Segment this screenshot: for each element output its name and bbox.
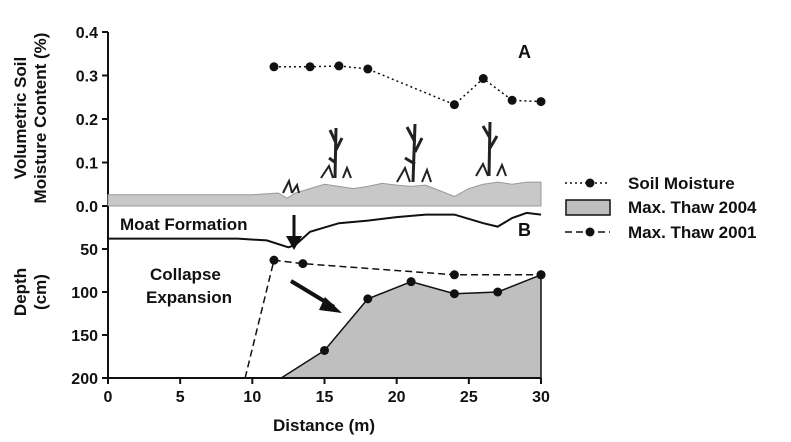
max-thaw-2001-point [449,270,459,280]
y-tick-label: 0.2 [76,112,98,129]
moat-arrow-icon [286,215,302,250]
tree-icon [396,123,432,183]
legend-label-soil-moisture: Soil Moisture [628,174,735,193]
x-tick-label: 5 [176,389,185,406]
panel-b-y-label-line1: Depth [11,268,30,316]
soil-moisture-point [363,64,373,74]
x-tick-label: 0 [104,389,113,406]
soil-moisture-point [269,62,279,72]
x-tick-label: 10 [243,389,261,406]
collapse-arrow-icon [289,279,342,313]
panel-a-y-label-line2: Moisture Content (%) [31,33,50,204]
soil-moisture-line [273,65,542,106]
y-tick-label: 200 [71,371,98,388]
panel-a-surface-profile [107,181,542,207]
max-thaw-2001-series [244,255,546,379]
panel-b: 50 100 150 200 0 5 10 15 20 25 30 B Depth (cm) Di… [11,206,550,435]
max-thaw-2004-area [278,270,546,379]
panel-a-label: A [518,42,531,62]
y-tick-label: 0.1 [76,156,98,173]
collapse-label-line1: Collapse [150,265,221,284]
max-thaw-2004-point [493,287,503,297]
x-ticks: 0 5 10 15 20 25 30 [104,378,550,406]
y-tick-label: 50 [80,242,98,259]
max-thaw-2004-point [449,289,459,299]
ground-surface-line [108,211,542,249]
max-thaw-2001-line [244,259,541,379]
soil-moisture-point [334,61,344,71]
max-thaw-2001-point [536,270,546,280]
x-tick-label: 20 [388,389,406,406]
y-tick-label: 0.3 [76,69,98,86]
soil-moisture-point [536,97,546,107]
panel-b-surface-line [108,211,542,249]
legend: Soil Moisture Max. Thaw 2004 Max. Thaw 2… [565,174,757,242]
tree-icon [320,127,352,179]
tree-icon [475,121,507,177]
collapse-label-line2: Expansion [146,288,232,307]
max-thaw-2001-point [269,255,279,265]
max-thaw-2004-point [363,294,373,304]
panel-b-y-label-line2: (cm) [31,274,50,310]
max-thaw-2004-point [406,277,416,287]
legend-label-max-thaw-2004: Max. Thaw 2004 [628,198,757,217]
soil-moisture-point [449,100,459,110]
soil-moisture-point [507,95,517,105]
soil-moisture-point [305,62,315,72]
x-axis-label: Distance (m) [273,416,375,435]
legend-item-soil-moisture: Soil Moisture [565,174,735,193]
panel-a: 0.0 0.1 0.2 0.3 0.4 A Volumetric Soil Moistu… [11,25,546,216]
panel-a-y-ticks: 0.0 0.1 0.2 0.3 0.4 [76,25,108,216]
y-tick-label: 0.4 [76,25,98,42]
soil-moisture-series [269,61,546,110]
moat-formation-label: Moat Formation [120,215,248,234]
panel-b-y-ticks: 50 100 150 200 [71,242,108,388]
soil-moisture-point [478,74,488,84]
max-thaw-2004-shape [278,273,542,379]
panel-b-label: B [518,220,531,240]
y-tick-label: 0.0 [76,199,98,216]
max-thaw-2004-point [320,345,329,355]
surface-profile-shape [107,181,542,207]
legend-label-max-thaw-2001: Max. Thaw 2001 [628,223,757,242]
tree-icons [282,121,507,194]
legend-item-max-thaw-2001: Max. Thaw 2001 [565,223,757,242]
legend-item-max-thaw-2004: Max. Thaw 2004 [565,198,757,217]
y-tick-label: 150 [71,328,98,345]
shrub-icon [282,178,300,194]
max-thaw-2001-point [298,259,308,269]
panel-a-y-label-line1: Volumetric Soil [11,57,30,180]
x-tick-label: 30 [532,389,550,406]
y-tick-label: 100 [71,285,98,302]
x-tick-label: 15 [316,389,334,406]
x-tick-label: 25 [460,389,478,406]
